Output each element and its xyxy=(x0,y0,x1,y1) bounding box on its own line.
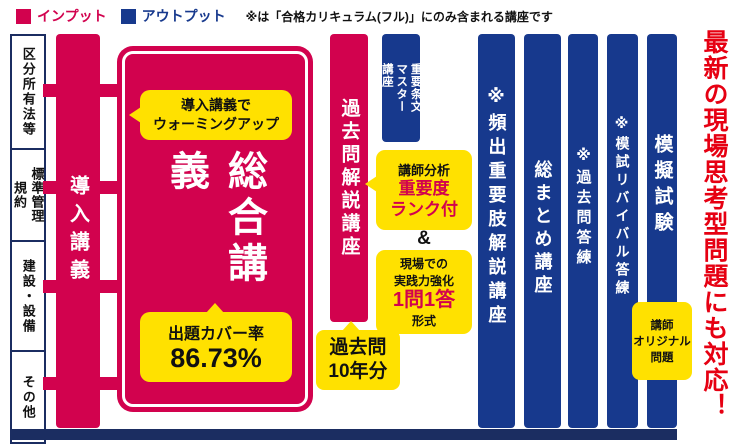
callout-tail-left xyxy=(129,107,141,123)
flow-connector xyxy=(43,84,57,97)
output-bar-kakomon-toren: ※過去問答練 xyxy=(568,34,598,428)
category-column: 区分所有法等 標準管理 規約 建設・設備 その他 xyxy=(10,34,46,444)
output-bar-hinshutsu-label: ※頻出重要肢解説講座 xyxy=(486,86,507,329)
output-bar-revival-label: ※模試リバイバル答練 xyxy=(614,116,631,298)
flow-connector xyxy=(99,280,118,293)
output-bar-jobun-label: 重要条文 マスター 講座 xyxy=(380,63,422,113)
category-box-hyojun: 標準管理 規約 xyxy=(10,148,46,242)
intro-course-bar: 導入講義 xyxy=(56,34,100,428)
kakomon-course-label: 過去問解説講座 xyxy=(338,97,360,259)
legend-note: ※は「合格カリキュラム(フル)」にのみ含まれる講座です xyxy=(245,9,553,24)
sogo-course-label: 総合講義 xyxy=(164,150,266,288)
ampersand: & xyxy=(417,228,431,249)
ampersand-wrap: & xyxy=(376,228,472,249)
output-bar-kakomon-toren-label: ※過去問答練 xyxy=(574,146,592,269)
analysis-callout: 講師分析 重要度 ランク付 xyxy=(365,150,472,230)
category-box-sonota: その他 xyxy=(10,350,46,444)
practice-callout: 現場での 実践力強化 1問1答 形式 xyxy=(376,250,472,334)
kakomon-years-text: 過去問 10年分 xyxy=(328,337,388,382)
practice-line2: 実践力強化 xyxy=(393,274,454,288)
practice-line4: 形式 xyxy=(411,314,436,328)
kakomon-course-bar: 過去問解説講座 xyxy=(330,34,368,322)
output-legend-label: アウトプット xyxy=(141,8,226,24)
sogo-course-label-wrap: 総合講義 xyxy=(117,150,313,320)
practice-line1: 現場での xyxy=(399,257,448,271)
category-label: その他 xyxy=(20,374,36,420)
coverage-value: 86.73% xyxy=(170,343,262,374)
warmup-callout: 導入講義で ウォーミングアップ xyxy=(129,90,292,140)
flow-connector xyxy=(99,377,118,390)
output-bar-hinshutsu: ※頻出重要肢解説講座 xyxy=(478,34,515,428)
side-message-wrap: 最新の現場思考型問題にも対応！ xyxy=(690,10,738,438)
category-label: 区分所有法等 xyxy=(20,47,36,137)
callout-tail-up xyxy=(342,321,360,331)
input-legend-label: インプット xyxy=(37,8,107,24)
original-line1: 講師 xyxy=(650,320,674,332)
analysis-line1: 講師分析 xyxy=(397,163,450,179)
coverage-label: 出題カバー率 xyxy=(167,326,264,344)
practice-line3: 1問1答 xyxy=(392,289,456,311)
coverage-callout: 出題カバー率 86.73% xyxy=(140,303,292,382)
intro-course-label: 導入講義 xyxy=(66,175,89,287)
sogo-inner-frame xyxy=(122,51,308,407)
category-box-kensetsu: 建設・設備 xyxy=(10,240,46,352)
flow-connector xyxy=(99,84,118,97)
flow-connector xyxy=(43,377,57,390)
category-label: 標準管理 規約 xyxy=(12,167,45,223)
output-bar-moshi-label: 模擬試験 xyxy=(651,134,673,238)
output-bar-somatome-label: 総まとめ講座 xyxy=(532,160,553,298)
original-line2: オリジナル xyxy=(633,336,691,348)
callout-tail-left xyxy=(365,176,377,192)
analysis-line3: ランク付 xyxy=(390,199,458,219)
category-box-kubun: 区分所有法等 xyxy=(10,34,46,150)
callout-tail-up xyxy=(206,303,224,313)
analysis-line2: 重要度 xyxy=(398,179,450,199)
input-legend-swatch xyxy=(16,8,31,24)
side-message: 最新の現場思考型問題にも対応！ xyxy=(700,29,728,419)
kakomon-years-callout: 過去問 10年分 xyxy=(316,321,400,390)
original-line3: 問題 xyxy=(650,352,674,364)
exam-bottom-bar xyxy=(10,429,677,440)
original-problem-callout: 講師 オリジナル 問題 xyxy=(632,302,692,380)
flow-connector xyxy=(99,181,118,194)
output-bar-jobun-master: 重要条文 マスター 講座 xyxy=(380,34,422,142)
flow-connector xyxy=(43,181,57,194)
legend: インプット アウトプット ※は「合格カリキュラム(フル)」にのみ含まれる講座です xyxy=(16,6,553,26)
flow-connector xyxy=(43,280,57,293)
warmup-callout-text: 導入講義で ウォーミングアップ xyxy=(153,97,279,132)
category-label: 建設・設備 xyxy=(20,258,36,334)
output-bar-somatome: 総まとめ講座 xyxy=(524,34,561,428)
output-legend-swatch xyxy=(120,8,136,24)
